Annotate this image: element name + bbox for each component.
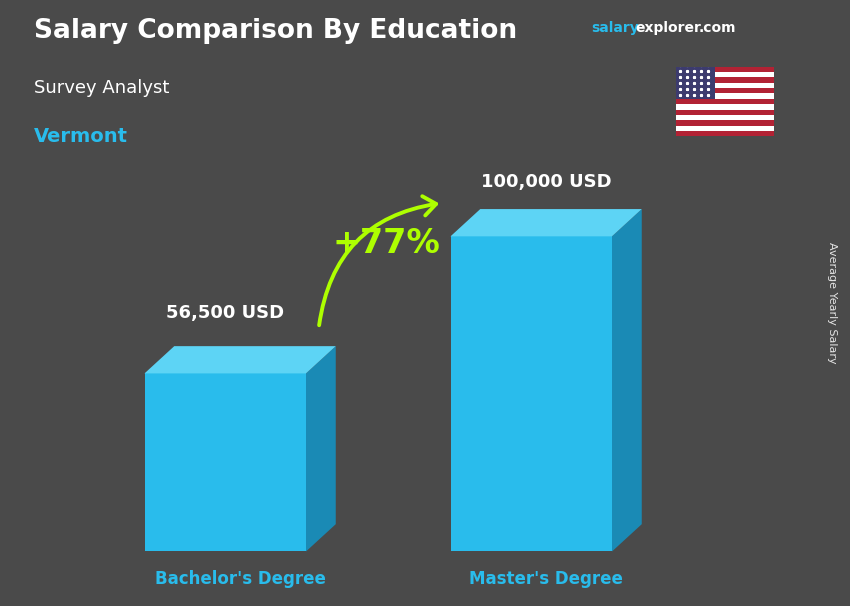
Polygon shape — [450, 236, 612, 551]
Text: Average Yearly Salary: Average Yearly Salary — [827, 242, 837, 364]
Text: salary: salary — [591, 21, 638, 35]
Text: +77%: +77% — [333, 227, 440, 259]
Text: 56,500 USD: 56,500 USD — [167, 304, 284, 322]
Bar — [676, 67, 715, 99]
Bar — [676, 78, 774, 83]
Text: Salary Comparison By Education: Salary Comparison By Education — [34, 18, 517, 44]
Text: Master's Degree: Master's Degree — [469, 570, 623, 588]
Bar — [676, 88, 774, 93]
Bar — [676, 120, 774, 125]
Text: Survey Analyst: Survey Analyst — [34, 79, 169, 97]
Polygon shape — [144, 373, 306, 551]
Bar — [676, 115, 774, 120]
Bar — [676, 83, 774, 88]
Polygon shape — [612, 209, 642, 551]
Bar — [676, 131, 774, 136]
Bar — [676, 110, 774, 115]
Text: explorer: explorer — [636, 21, 701, 35]
Bar — [676, 125, 774, 131]
Text: Bachelor's Degree: Bachelor's Degree — [155, 570, 326, 588]
Text: .com: .com — [699, 21, 736, 35]
Polygon shape — [450, 209, 642, 236]
Polygon shape — [306, 346, 336, 551]
Polygon shape — [144, 346, 336, 373]
Bar — [676, 99, 774, 104]
Text: 100,000 USD: 100,000 USD — [481, 173, 611, 191]
Bar — [676, 93, 774, 99]
Bar — [676, 104, 774, 110]
Bar — [676, 67, 774, 72]
FancyArrowPatch shape — [319, 196, 436, 325]
Text: Vermont: Vermont — [34, 127, 128, 146]
Bar — [676, 72, 774, 78]
